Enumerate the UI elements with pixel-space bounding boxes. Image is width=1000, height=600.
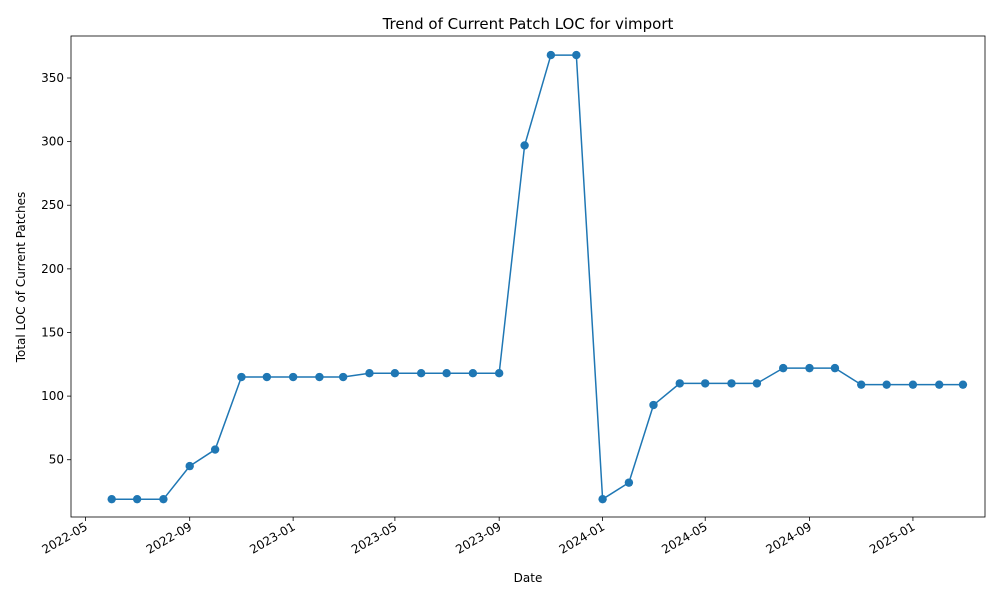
series-line: [111, 54, 963, 500]
data-point: [494, 369, 504, 378]
x-tick-label: 2024-05: [659, 519, 709, 556]
y-tick-label: 350: [41, 71, 64, 85]
data-point: [546, 50, 556, 60]
data-point: [779, 363, 788, 373]
chart-title: Trend of Current Patch LOC for vimport: [382, 15, 674, 33]
x-tick-label: 2024-09: [764, 519, 814, 556]
x-tick-label: 2022-05: [39, 519, 89, 556]
data-point: [107, 494, 116, 504]
y-tick-label: 100: [41, 389, 64, 403]
x-tick-label: 2023-01: [247, 519, 297, 556]
data-point: [830, 363, 840, 373]
data-point: [882, 380, 891, 389]
data-point: [701, 379, 710, 388]
data-point: [675, 379, 684, 388]
data-point: [805, 363, 814, 373]
data-point: [390, 369, 400, 378]
data-point: [237, 372, 246, 382]
y-axis-title: Total LOC of Current Patches: [14, 192, 28, 364]
y-tick-label: 250: [41, 198, 64, 212]
data-point: [935, 380, 944, 389]
x-tick-label: 2024-01: [557, 519, 607, 556]
data-point: [262, 372, 272, 382]
data-point: [468, 369, 478, 378]
data-point: [288, 372, 298, 382]
data-point: [727, 379, 736, 388]
x-tick-label: 2023-09: [453, 519, 503, 556]
y-tick-label: 150: [41, 325, 64, 339]
data-point: [315, 372, 324, 382]
x-tick-label: 2022-09: [144, 519, 194, 556]
data-point: [624, 478, 634, 487]
data-point: [159, 494, 168, 504]
data-point: [958, 380, 968, 389]
series-layer: [107, 50, 968, 504]
data-point: [416, 369, 426, 378]
data-point: [185, 461, 194, 471]
x-tick-label: 2025-01: [867, 519, 917, 556]
x-tick-label: 2023-05: [349, 519, 399, 556]
plot-frame: [70, 35, 986, 518]
y-tick-label: 50: [49, 453, 64, 467]
data-point: [442, 369, 451, 378]
x-axis-ticks: 2022-05 2022-09 2023-01 2023-05 2023-09 2024-…: [39, 517, 917, 557]
data-point: [210, 445, 220, 454]
data-point: [598, 494, 607, 504]
data-point: [908, 380, 918, 389]
data-point: [572, 50, 581, 60]
data-point: [752, 379, 762, 388]
y-tick-label: 200: [41, 262, 64, 276]
y-tick-label: 300: [41, 135, 64, 149]
data-point: [132, 494, 142, 504]
data-point: [338, 372, 348, 382]
x-axis-title: Date: [514, 571, 543, 585]
data-point: [857, 380, 866, 389]
y-axis-ticks: 50 100 150 200 250 300 350: [41, 71, 71, 467]
axes-frame: [70, 35, 986, 518]
data-point: [520, 141, 529, 150]
data-point: [365, 369, 374, 378]
data-point: [649, 400, 658, 410]
